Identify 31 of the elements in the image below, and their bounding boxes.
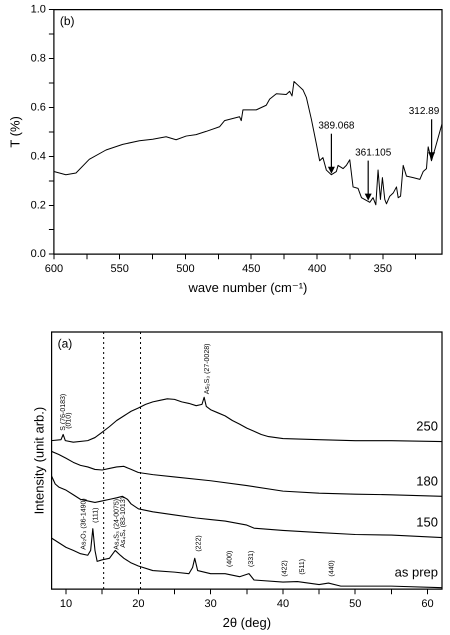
x-tick-label: 450: [242, 262, 260, 275]
x-axis-title: 2θ (deg): [222, 614, 272, 630]
y-tick-label: 1.0: [30, 4, 46, 16]
y-tick-label: 0.4: [30, 150, 46, 162]
series-label: 250: [416, 418, 438, 434]
y-tick-label: 0.6: [30, 101, 46, 114]
x-tick-label: 50: [349, 598, 362, 610]
x-tick-label: 20: [132, 598, 144, 610]
x-tick-label: 600: [44, 262, 64, 275]
x-tick-label: 60: [421, 598, 434, 610]
annotation: (b): [60, 14, 75, 28]
y-tick-label: 0.8: [30, 52, 46, 65]
x-tick-label: 550: [110, 262, 129, 275]
x-tick-label: 350: [374, 262, 392, 275]
y-tick-label: 0.0: [30, 248, 46, 260]
y-axis-title: T (%): [7, 116, 22, 148]
series-label: as prep: [394, 564, 438, 580]
x-tick-label: 30: [204, 598, 217, 610]
y-axis-title: Intensity (unit arb.): [31, 406, 46, 514]
annotation: 361.105: [355, 147, 392, 158]
x-tick-label: 40: [276, 598, 290, 610]
annotation: 312.89: [408, 106, 440, 118]
annotation: 389.068: [318, 120, 355, 132]
x-tick-label: 400: [308, 262, 326, 275]
x-tick-label: 500: [176, 262, 195, 275]
y-tick-label: 0.2: [30, 199, 46, 212]
series-label: 150: [416, 514, 438, 530]
x-tick-label: 10: [60, 598, 72, 610]
text: (a): [58, 336, 72, 350]
x-axis-title: wave number (cm⁻¹): [188, 280, 308, 295]
series-label: 180: [416, 473, 438, 488]
